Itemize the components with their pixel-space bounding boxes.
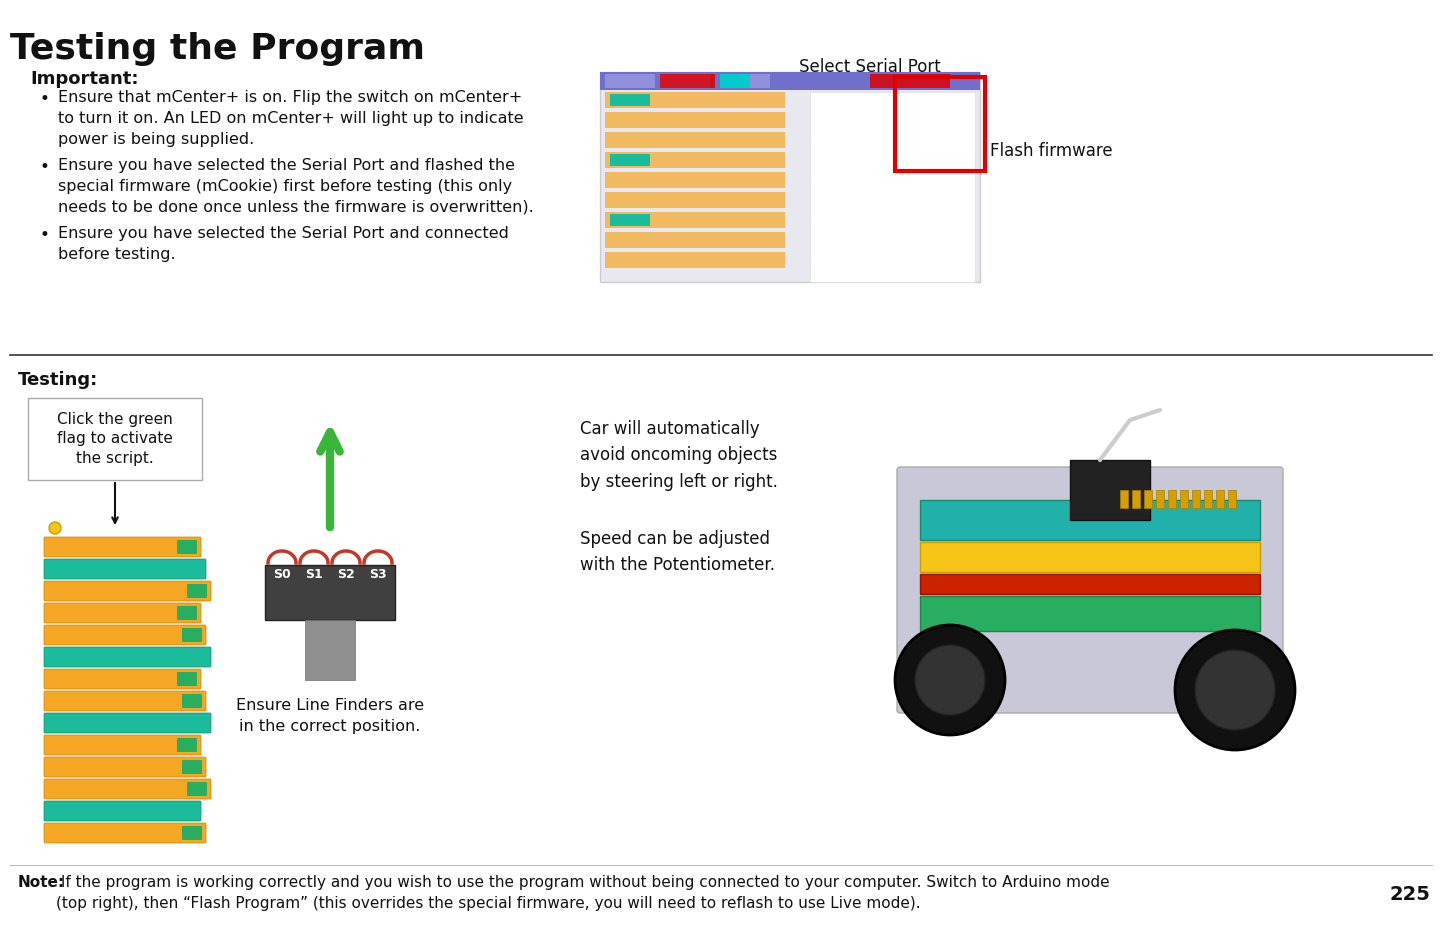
Bar [1204, 490, 1211, 508]
Bar [1180, 490, 1188, 508]
Bar [610, 154, 650, 166]
Bar [1144, 490, 1152, 508]
Text: Testing the Program: Testing the Program [10, 32, 425, 66]
Bar [1132, 490, 1141, 508]
Text: S3: S3 [369, 568, 386, 582]
Bar [606, 212, 784, 228]
Text: •: • [40, 226, 50, 244]
Text: S2: S2 [337, 568, 355, 582]
FancyBboxPatch shape [45, 581, 211, 601]
FancyBboxPatch shape [45, 603, 200, 623]
FancyBboxPatch shape [187, 650, 208, 664]
Text: •: • [40, 90, 50, 108]
Bar [720, 74, 750, 88]
FancyBboxPatch shape [45, 757, 206, 777]
FancyBboxPatch shape [187, 584, 208, 598]
Bar [606, 112, 784, 128]
FancyBboxPatch shape [177, 540, 198, 554]
Text: •: • [40, 158, 50, 176]
FancyBboxPatch shape [182, 628, 202, 642]
Bar [606, 172, 784, 188]
FancyBboxPatch shape [45, 537, 200, 557]
FancyBboxPatch shape [182, 562, 202, 576]
Bar [265, 565, 395, 620]
Bar [720, 74, 770, 88]
Bar [660, 74, 709, 88]
Text: Testing:: Testing: [17, 371, 98, 389]
Text: Ensure Line Finders are
in the correct position.: Ensure Line Finders are in the correct p… [236, 698, 424, 734]
Bar [660, 74, 715, 88]
FancyBboxPatch shape [45, 559, 206, 579]
FancyBboxPatch shape [45, 735, 200, 755]
FancyBboxPatch shape [45, 669, 200, 689]
Circle shape [1175, 630, 1295, 750]
Text: Speed can be adjusted
with the Potentiometer.: Speed can be adjusted with the Potentiom… [580, 530, 774, 574]
FancyBboxPatch shape [600, 72, 981, 282]
Bar [606, 74, 655, 88]
Bar [606, 252, 784, 268]
FancyBboxPatch shape [187, 716, 208, 730]
Bar [610, 214, 650, 226]
Bar [606, 232, 784, 248]
Bar [1168, 490, 1177, 508]
Bar [1229, 490, 1236, 508]
Bar [1156, 490, 1164, 508]
Bar [606, 92, 784, 108]
Text: Car will automatically
avoid oncoming objects
by steering left or right.: Car will automatically avoid oncoming ob… [580, 420, 777, 491]
Text: S0: S0 [273, 568, 291, 582]
FancyBboxPatch shape [177, 606, 198, 620]
Text: Ensure you have selected the Serial Port and flashed the
special firmware (mCook: Ensure you have selected the Serial Port… [58, 158, 534, 215]
Bar [606, 132, 784, 148]
Bar [1216, 490, 1224, 508]
Circle shape [1195, 650, 1275, 730]
FancyBboxPatch shape [45, 647, 211, 667]
FancyBboxPatch shape [182, 826, 202, 840]
Bar [610, 94, 650, 106]
Bar [1193, 490, 1200, 508]
Bar [1120, 490, 1128, 508]
Text: Important:: Important: [30, 70, 138, 88]
FancyBboxPatch shape [897, 467, 1283, 713]
FancyBboxPatch shape [45, 801, 200, 821]
FancyBboxPatch shape [177, 672, 198, 686]
Bar [606, 152, 784, 168]
Bar [600, 72, 981, 90]
Bar [920, 596, 1260, 631]
FancyBboxPatch shape [45, 779, 211, 799]
Text: Ensure that mCenter+ is on. Flip the switch on mCenter+
to turn it on. An LED on: Ensure that mCenter+ is on. Flip the swi… [58, 90, 523, 147]
FancyBboxPatch shape [45, 713, 211, 733]
Text: Ensure you have selected the Serial Port and connected
before testing.: Ensure you have selected the Serial Port… [58, 226, 509, 262]
FancyBboxPatch shape [177, 804, 198, 818]
Text: Note:: Note: [17, 875, 65, 890]
FancyBboxPatch shape [45, 691, 206, 711]
Bar [810, 92, 975, 282]
Text: 225: 225 [1389, 885, 1430, 904]
FancyBboxPatch shape [177, 738, 198, 752]
Bar [920, 542, 1260, 572]
Text: S1: S1 [306, 568, 323, 582]
Text: If the program is working correctly and you wish to use the program without bein: If the program is working correctly and … [56, 875, 1110, 911]
Circle shape [49, 522, 61, 534]
Bar [920, 500, 1260, 540]
FancyBboxPatch shape [182, 760, 202, 774]
Text: Click the green
flag to activate
the script.: Click the green flag to activate the scr… [58, 412, 173, 466]
FancyBboxPatch shape [45, 625, 206, 645]
Text: Flash firmware: Flash firmware [991, 142, 1113, 160]
Bar [306, 620, 355, 680]
Bar [870, 74, 950, 88]
FancyBboxPatch shape [45, 823, 206, 843]
Circle shape [895, 625, 1005, 735]
Circle shape [916, 645, 985, 715]
Bar [606, 192, 784, 208]
FancyBboxPatch shape [27, 398, 202, 480]
Text: Select Serial Port: Select Serial Port [799, 58, 940, 76]
FancyBboxPatch shape [182, 694, 202, 708]
Bar [920, 574, 1260, 594]
Bar [1070, 460, 1151, 520]
FancyBboxPatch shape [187, 782, 208, 796]
